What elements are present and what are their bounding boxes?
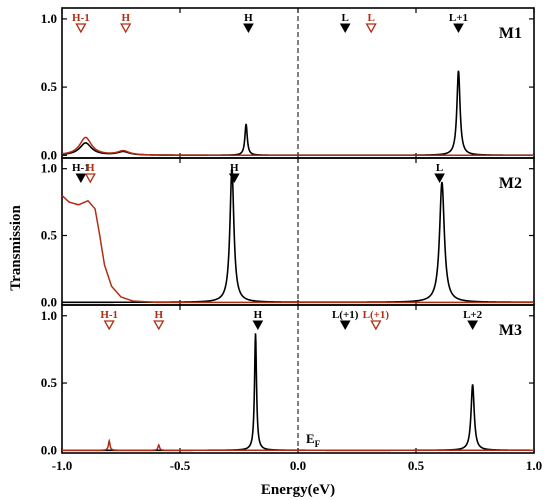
panel-label: M1 [499,25,522,42]
x-tick-label: 0.5 [408,458,425,473]
y-tick-label: 0.0 [41,442,57,457]
y-tick-label: 0.5 [41,228,58,243]
level-marker-label: H [86,162,95,174]
series-line-black [62,333,534,452]
y-tick-label: 0.5 [41,79,58,94]
level-marker-label: L [342,12,349,24]
level-marker-label: H-1 [72,162,90,174]
level-marker-open [365,23,377,34]
level-marker-label: H [230,162,239,174]
level-marker-label: H [244,12,253,24]
x-axis-label: Energy(eV) [261,482,335,498]
fermi-level-subscript: F [315,439,321,449]
x-tick-label: -0.5 [170,458,191,473]
y-tick-label: 0.5 [41,375,58,390]
series-line-red [61,136,534,157]
level-marker-label: H [154,309,163,321]
panel-label: M3 [499,322,522,339]
y-tick-label: 1.0 [41,308,57,323]
level-marker-filled [339,320,351,331]
level-marker-filled [252,320,264,331]
level-marker-label: H-1 [72,12,90,24]
panel-m3: 0.0 0.5 1.0 H-1 H H L(+1) L(+1) L+2 M3 EF [41,304,535,457]
x-tick-label: 1.0 [526,458,542,473]
level-marker-open [84,173,96,184]
fermi-level-label: EF [306,431,321,449]
level-marker-label: H [254,309,263,321]
level-marker-label: H [121,12,130,24]
y-axis-label: Transmission [8,205,24,291]
panel-label: M2 [499,175,522,192]
y-tick-label: 0.0 [41,147,57,162]
level-marker-open [75,23,87,34]
y-tick-label: 1.0 [41,11,57,26]
panel-m2: 0.00.51.0 H-1H H LM2 [41,157,535,309]
panel-m1: 0.0 0.5 1.0 H-1 H H L L L+1 M1 [41,7,535,162]
level-marker-label: L(+1) [363,309,390,321]
level-marker-label: H-1 [100,309,118,321]
level-marker-filled [467,320,478,331]
level-marker-open [153,320,165,331]
level-marker-open [370,320,382,331]
level-marker-label: L+1 [449,12,468,24]
series-line-red [61,194,534,304]
series-line-red [62,438,534,452]
level-marker-filled [453,23,464,34]
level-marker-filled [75,173,87,184]
level-marker-label: L [436,162,443,174]
x-tick-label: -1.0 [52,458,73,473]
level-marker-open [103,320,115,331]
level-marker-label: L+2 [463,309,483,321]
y-tick-label: 0.0 [41,294,57,309]
level-marker-label: L(+1) [332,309,359,321]
x-tick-label: 0.0 [290,458,306,473]
y-tick-label: 1.0 [41,161,57,176]
level-marker-filled [228,173,240,184]
level-marker-filled [243,23,254,34]
level-marker-label: L [367,12,374,24]
level-marker-open [120,23,132,34]
level-marker-filled [434,173,445,184]
level-marker-filled [339,23,351,34]
